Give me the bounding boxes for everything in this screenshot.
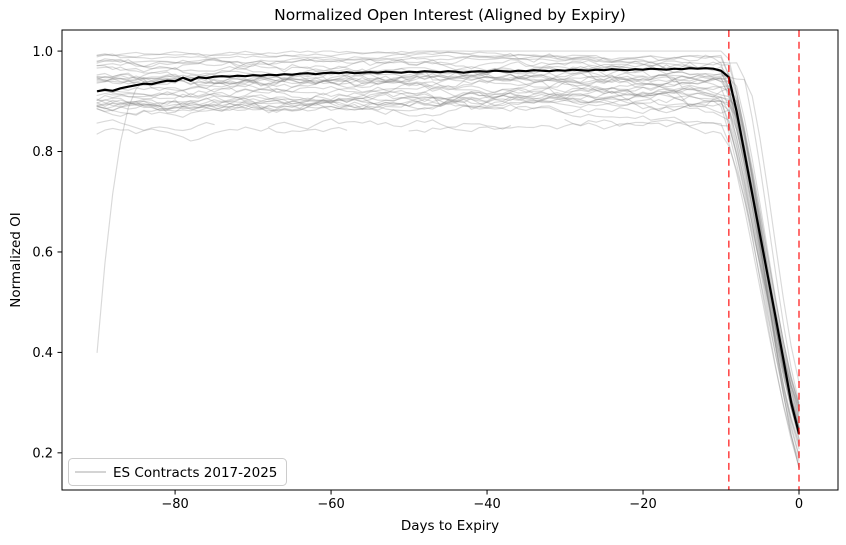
- contract-line: [96, 92, 800, 469]
- contract-line: [96, 96, 800, 434]
- contract-line: [408, 120, 800, 462]
- contract-line: [96, 74, 800, 440]
- contract-line: [96, 74, 800, 406]
- x-axis-label: Days to Expiry: [401, 518, 499, 534]
- contract-line: [96, 68, 800, 432]
- plot-border: [61, 29, 839, 491]
- y-axis-label: Normalized OI: [8, 212, 24, 307]
- contract-line: [96, 96, 800, 418]
- contract-line: [96, 76, 800, 450]
- contract-line: [96, 59, 800, 404]
- contract-line: [96, 87, 800, 445]
- contract-line: [96, 87, 800, 428]
- contract-line: [96, 85, 800, 429]
- contract-line: [96, 64, 800, 420]
- x-tick-label: −20: [629, 497, 656, 512]
- x-tick-label: −60: [317, 497, 344, 512]
- chart-title: Normalized Open Interest (Aligned by Exp…: [274, 6, 626, 24]
- contract-line: [96, 51, 800, 427]
- contract-line: [96, 53, 800, 411]
- contract-line: [96, 50, 800, 436]
- contract-line: [96, 54, 800, 419]
- contract-line: [96, 58, 800, 428]
- expiry-marker-lines: [728, 30, 800, 490]
- x-tick-label: −80: [161, 497, 188, 512]
- legend-box: [68, 458, 287, 486]
- contract-line: [96, 100, 800, 408]
- contract-line: [96, 80, 800, 435]
- contract-line: [96, 79, 800, 422]
- x-tick-label: −40: [473, 497, 500, 512]
- mean-line: [96, 67, 801, 435]
- contract-line: [268, 118, 511, 130]
- y-tick-label: 0.8: [32, 145, 53, 160]
- contract-line: [96, 103, 800, 424]
- contract-line: [96, 59, 800, 430]
- y-axis-ticks: 0.2 0.4 0.6 0.8 1.0: [32, 45, 62, 462]
- contract-line: [96, 71, 800, 457]
- contract-lines-layer: [96, 50, 800, 469]
- contract-line: [96, 91, 800, 413]
- x-tick-label: 0: [795, 497, 803, 512]
- x-axis-ticks: −80 −60 −40 −20 0: [161, 490, 803, 512]
- contract-line: [96, 66, 800, 440]
- contract-line: [96, 119, 215, 132]
- legend: ES Contracts 2017-2025: [68, 458, 287, 486]
- contract-line: [96, 71, 800, 406]
- contract-line: [96, 89, 800, 457]
- contract-line: [96, 51, 800, 411]
- contract-line: [564, 119, 800, 444]
- contract-line: [96, 92, 800, 415]
- y-tick-label: 1.0: [32, 45, 53, 60]
- y-tick-label: 0.6: [32, 246, 53, 261]
- contract-line: [96, 72, 800, 384]
- contract-line: [96, 71, 800, 407]
- contract-line: [96, 85, 800, 468]
- legend-label: ES Contracts 2017-2025: [113, 465, 277, 481]
- contract-line: [96, 95, 800, 468]
- contract-line: [96, 126, 348, 142]
- y-tick-label: 0.4: [32, 346, 53, 361]
- y-tick-label: 0.2: [32, 447, 53, 462]
- contract-line: [96, 54, 800, 429]
- contract-line: [96, 76, 800, 433]
